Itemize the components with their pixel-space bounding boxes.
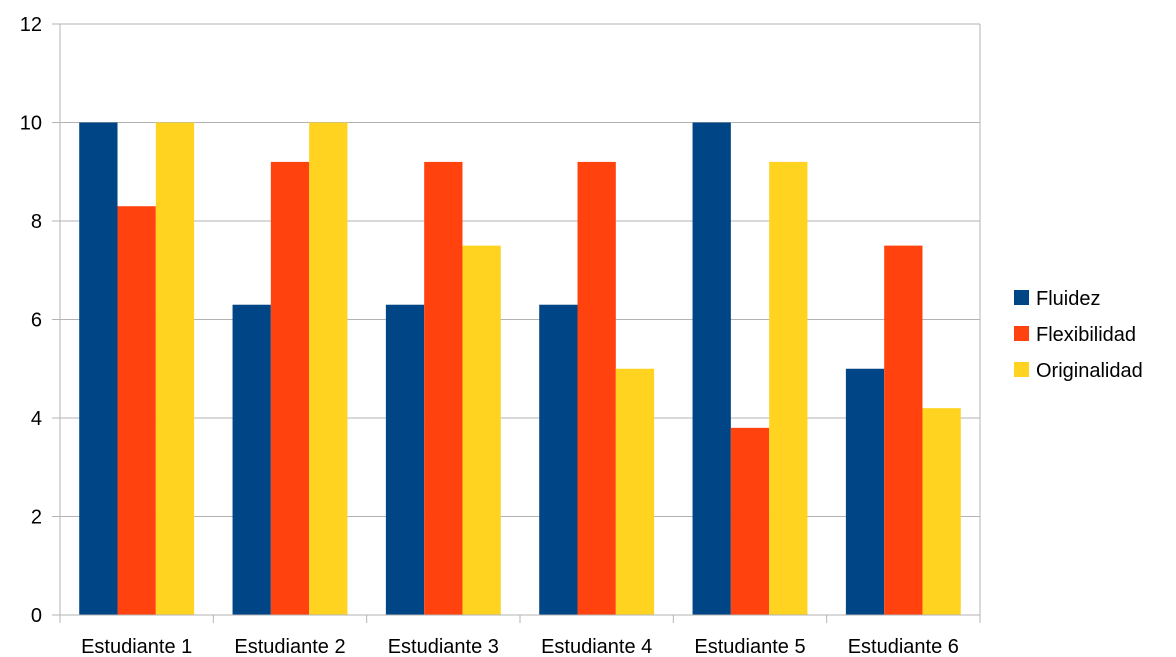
- bar-originalidad-2: [309, 122, 348, 615]
- bar-fluidez-2: [232, 304, 271, 615]
- y-tick-label: 12: [20, 14, 42, 36]
- y-tick-label: 6: [31, 310, 42, 332]
- x-tick-label: Estudiante 6: [848, 636, 959, 657]
- legend: Fluidez Flexibilidad Originalidad: [1014, 288, 1143, 382]
- bar-fluidez-3: [385, 304, 425, 615]
- legend-swatch-originalidad: [1014, 362, 1029, 377]
- bar-originalidad-1: [155, 122, 195, 615]
- bar-flexibilidad-1: [117, 206, 156, 615]
- bars: [79, 122, 961, 615]
- x-tick-label: Estudiante 3: [388, 636, 499, 657]
- bar-flexibilidad-2: [270, 161, 310, 615]
- axes: 0 2 4 6 8 10 12 Estudiante 1 Estudiante 2 Estudia…: [20, 14, 981, 657]
- bar-flexibilidad-3: [424, 161, 463, 615]
- bar-originalidad-6: [922, 408, 961, 615]
- bar-flexibilidad-6: [884, 245, 923, 615]
- y-tick-label: 0: [31, 605, 42, 627]
- legend-swatch-flexibilidad: [1014, 326, 1029, 341]
- bar-originalidad-4: [615, 368, 655, 615]
- legend-label-originalidad: Originalidad: [1036, 360, 1143, 382]
- legend-label-flexibilidad: Flexibilidad: [1036, 324, 1136, 346]
- bar-fluidez-6: [845, 368, 885, 615]
- bar-fluidez-5: [692, 122, 731, 615]
- bar-flexibilidad-4: [577, 161, 616, 615]
- bar-originalidad-3: [462, 245, 501, 615]
- y-tick-label: 2: [31, 507, 42, 529]
- y-tick-label: 8: [31, 211, 42, 233]
- y-tick-label: 10: [20, 113, 42, 135]
- x-tick-label: Estudiante 5: [694, 636, 805, 657]
- x-tick-label: Estudiante 2: [234, 636, 345, 657]
- bar-originalidad-5: [769, 161, 808, 615]
- bar-flexibilidad-5: [730, 427, 770, 615]
- x-tick-label: Estudiante 4: [541, 636, 652, 657]
- legend-label-fluidez: Fluidez: [1036, 288, 1100, 310]
- legend-swatch-fluidez: [1014, 290, 1029, 305]
- y-tick-label: 4: [31, 408, 42, 430]
- x-tick-label: Estudiante 1: [81, 636, 192, 657]
- bar-fluidez-4: [539, 304, 578, 615]
- bar-fluidez-1: [79, 122, 118, 615]
